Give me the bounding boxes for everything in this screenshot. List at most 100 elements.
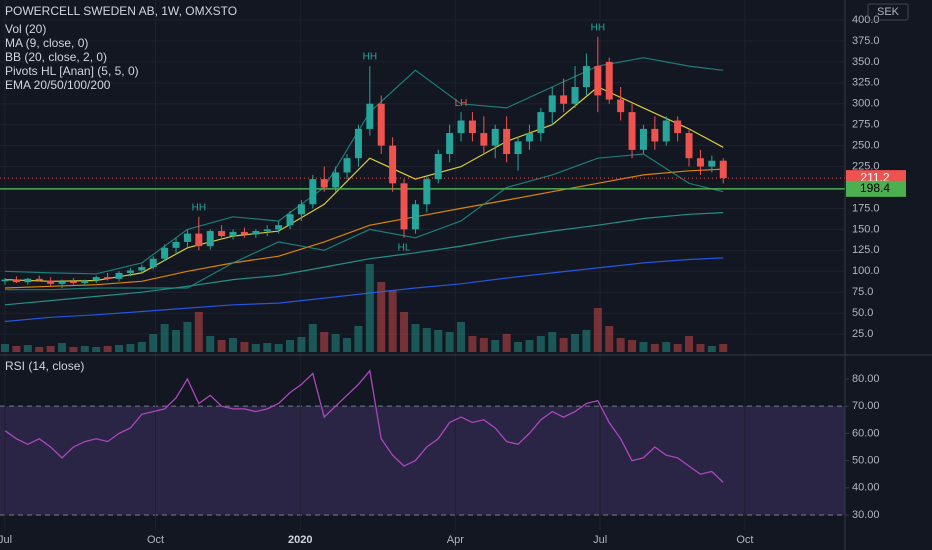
- chart-title: POWERCELL SWEDEN AB, 1W, OMXSTO: [5, 4, 237, 18]
- volume-bar: [673, 344, 682, 352]
- volume-bar: [229, 338, 238, 352]
- x-tick-label: Jul: [593, 534, 607, 546]
- y-tick-label: 25.0: [852, 328, 873, 340]
- candle-body: [69, 281, 77, 283]
- candle-body: [218, 231, 226, 237]
- volume-bar: [388, 290, 397, 352]
- candle-body: [468, 120, 476, 134]
- candle-body: [491, 128, 499, 146]
- pivot-label: HH: [363, 52, 377, 63]
- volume-bar: [696, 344, 705, 352]
- volume-bar: [46, 346, 55, 352]
- volume-bar: [707, 346, 716, 352]
- candle-body: [206, 231, 214, 247]
- candle-body: [366, 103, 374, 129]
- y-tick-label: 150.0: [852, 223, 880, 235]
- candle-body: [297, 204, 305, 215]
- y-tick-label: 325.0: [852, 77, 880, 89]
- y-tick-label: 50.00: [852, 455, 880, 467]
- y-tick-label: 50.0: [852, 307, 873, 319]
- volume-bar: [206, 336, 215, 352]
- volume-bar: [616, 338, 625, 352]
- candle-body: [628, 112, 636, 150]
- candle-body: [138, 267, 146, 271]
- volume-bar: [183, 322, 192, 352]
- candle-body: [696, 158, 704, 167]
- volume-bar: [639, 342, 648, 352]
- indicator-legend: BB (20, close, 2, 0): [5, 50, 107, 64]
- candle-body: [126, 270, 134, 273]
- indicator-legend: EMA 20/50/100/200: [5, 78, 111, 92]
- candle-body: [92, 277, 100, 281]
- rsi-band: [0, 406, 845, 516]
- candle-body: [58, 281, 66, 284]
- volume-bar: [685, 336, 694, 352]
- volume-bar: [525, 340, 534, 352]
- indicator-line: [5, 153, 724, 291]
- volume-bar: [80, 346, 89, 352]
- volume-bar: [571, 334, 580, 352]
- volume-bar: [251, 344, 260, 352]
- candle-body: [104, 277, 112, 279]
- candle-body: [286, 214, 294, 226]
- volume-bar: [582, 330, 591, 352]
- candle-body: [149, 258, 157, 268]
- indicator-line: [4, 257, 724, 323]
- indicator-line: [4, 168, 724, 289]
- candle-body: [354, 128, 362, 159]
- candle-body: [605, 61, 613, 100]
- volume-bar: [593, 308, 602, 352]
- volume-bar: [286, 340, 295, 352]
- candle-body: [434, 154, 442, 180]
- candle-body: [446, 133, 454, 155]
- candle-body: [594, 66, 602, 96]
- volume-bar: [491, 340, 500, 352]
- indicator-line: [4, 212, 724, 306]
- candle-body: [582, 66, 590, 88]
- y-tick-label: 400.0: [852, 14, 880, 26]
- candle-body: [161, 247, 169, 259]
- volume-bar: [103, 346, 112, 352]
- candle-body: [263, 229, 271, 232]
- volume-bar: [548, 332, 557, 352]
- candle-body: [183, 233, 191, 242]
- y-tick-label: 275.0: [852, 119, 880, 131]
- indicator-line: [4, 86, 724, 282]
- volume-bar: [343, 338, 352, 352]
- pivot-label: HH: [192, 202, 206, 213]
- candle-body: [389, 145, 397, 184]
- candle-body: [560, 95, 568, 104]
- candle-body: [514, 141, 522, 155]
- volume-bar: [58, 343, 67, 352]
- volume-bar: [365, 264, 374, 352]
- volume-bar: [137, 342, 146, 352]
- currency: SEK: [877, 6, 900, 18]
- candle-body: [320, 179, 328, 188]
- volume-bar: [12, 346, 21, 352]
- level-label: 198.4: [860, 181, 890, 195]
- y-tick-label: 100.0: [852, 265, 880, 277]
- candle-body: [708, 160, 716, 167]
- volume-bar: [445, 332, 454, 352]
- volume-bar: [240, 342, 249, 352]
- volume-bar: [559, 338, 568, 352]
- candle-body: [377, 103, 385, 146]
- candle-body: [1, 279, 9, 282]
- y-tick-label: 80.00: [852, 373, 880, 385]
- candle-body: [81, 280, 89, 283]
- y-tick-label: 175.0: [852, 202, 880, 214]
- indicator-legend: Vol (20): [5, 22, 46, 36]
- volume-bar: [69, 347, 78, 352]
- volume-bar: [160, 324, 169, 352]
- candle-body: [423, 179, 431, 205]
- volume-bar: [172, 330, 181, 352]
- candle-body: [309, 179, 317, 205]
- volume-bar: [1, 344, 10, 352]
- pivot-label: LH: [455, 98, 468, 109]
- x-tick-label: Apr: [447, 534, 464, 546]
- candle-body: [275, 225, 283, 230]
- candle-body: [639, 128, 647, 150]
- candle-body: [343, 158, 351, 173]
